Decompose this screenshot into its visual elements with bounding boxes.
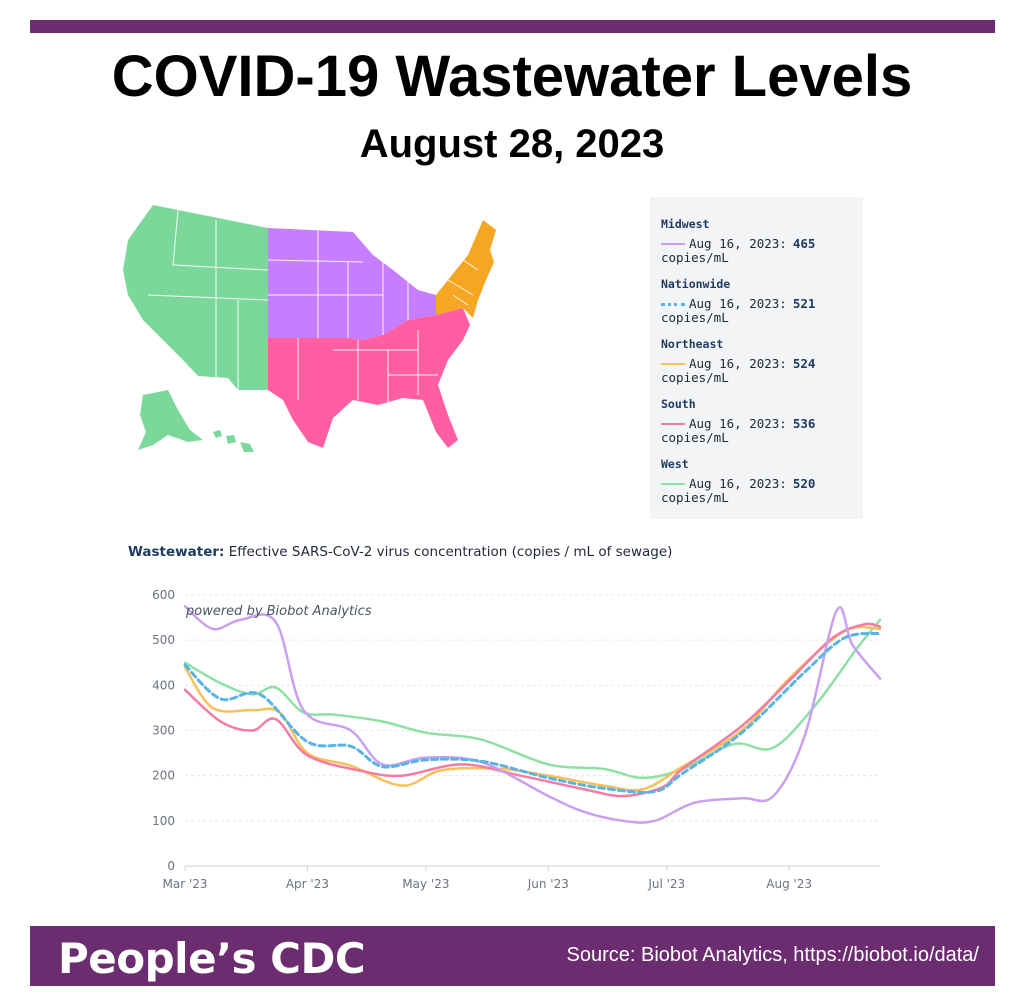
legend-date: Aug 16, 2023: — [689, 296, 787, 311]
legend-name: South — [661, 397, 696, 411]
chart-heading-text: Effective SARS-CoV-2 virus concentration… — [228, 544, 673, 560]
page-title: COVID-19 Wastewater Levels — [111, 44, 913, 109]
legend-value: 521 — [792, 296, 816, 311]
series-line-nationwide — [183, 631, 882, 794]
map-region-midwest — [268, 228, 436, 340]
legend-item-south: South Aug 16, 2023: 536 copies/mL — [661, 397, 815, 445]
map-region-west — [123, 205, 268, 390]
legend-value: 536 — [792, 416, 816, 431]
map-region-south — [238, 308, 470, 448]
legend-name: West — [661, 457, 689, 471]
legend-date: Aug 16, 2023: — [689, 416, 787, 431]
wastewater-line-chart: 0 100 200 300 400 500 600 Mar '23 Apr '23 May '23… — [152, 588, 882, 891]
x-tick-label: May '23 — [402, 877, 449, 891]
x-tick-label: Jul '23 — [647, 877, 685, 891]
legend-unit: copies/mL — [661, 250, 729, 265]
legend-unit: copies/mL — [661, 370, 729, 385]
y-tick-label: 500 — [152, 633, 175, 647]
legend-swatch — [661, 363, 685, 365]
legend-date: Aug 16, 2023: — [689, 356, 787, 371]
chart-legend: Midwest Aug 16, 2023: 465 copies/mL Nationwi… — [650, 197, 863, 519]
map-region-northeast — [436, 220, 496, 318]
series-line-midwest — [183, 605, 882, 824]
legend-date: Aug 16, 2023: — [689, 476, 787, 491]
legend-swatch — [661, 483, 685, 485]
top-bar — [30, 20, 995, 33]
chart-heading-bold: Wastewater: — [128, 544, 225, 560]
legend-value: 520 — [792, 476, 816, 491]
y-tick-label: 200 — [152, 769, 175, 783]
legend-item-nationwide: Nationwide Aug 16, 2023: 521 copies/mL — [661, 277, 815, 325]
legend-date: Aug 16, 2023: — [689, 236, 787, 251]
legend-swatch — [661, 423, 685, 425]
y-tick-label: 400 — [152, 678, 175, 692]
x-tick-label: Aug '23 — [766, 877, 812, 891]
legend-item-west: West Aug 16, 2023: 520 copies/mL — [661, 457, 815, 505]
legend-name: Northeast — [661, 337, 724, 351]
watermark: powered by Biobot Analytics — [186, 604, 372, 619]
page-date: August 28, 2023 — [359, 122, 665, 166]
x-tick-label: Jun '23 — [527, 877, 569, 891]
y-tick-label: 300 — [152, 724, 175, 738]
legend-swatch — [661, 243, 685, 245]
brand-logo: People’s CDC — [58, 934, 366, 983]
series-line-northeast — [183, 625, 882, 792]
legend-unit: copies/mL — [661, 430, 729, 445]
legend-name: Nationwide — [661, 277, 731, 291]
legend-unit: copies/mL — [661, 310, 729, 325]
legend-swatch — [661, 302, 685, 306]
y-tick-label: 100 — [152, 814, 175, 828]
legend-unit: copies/mL — [661, 490, 729, 505]
source-credit: Source: Biobot Analytics, https://biobot… — [566, 944, 979, 966]
y-tick-label: 600 — [152, 588, 175, 602]
series-line-south — [183, 622, 882, 798]
legend-item-midwest: Midwest Aug 16, 2023: 465 copies/mL — [661, 217, 815, 265]
x-tick-label: Apr '23 — [286, 877, 329, 891]
series-line-west — [183, 618, 882, 780]
us-regions-map — [123, 205, 496, 452]
legend-item-northeast: Northeast Aug 16, 2023: 524 copies/mL — [661, 337, 815, 385]
legend-name: Midwest — [661, 217, 710, 231]
legend-value: 524 — [792, 356, 816, 371]
footer: People’s CDC Source: Biobot Analytics, h… — [30, 926, 995, 986]
map-alaska — [138, 390, 203, 450]
y-tick-label: 0 — [167, 859, 175, 873]
legend-value: 465 — [792, 236, 816, 251]
x-tick-label: Mar '23 — [162, 877, 207, 891]
chart-heading: Wastewater: Effective SARS-CoV-2 virus c… — [128, 544, 672, 560]
map-hawaii — [213, 430, 254, 452]
